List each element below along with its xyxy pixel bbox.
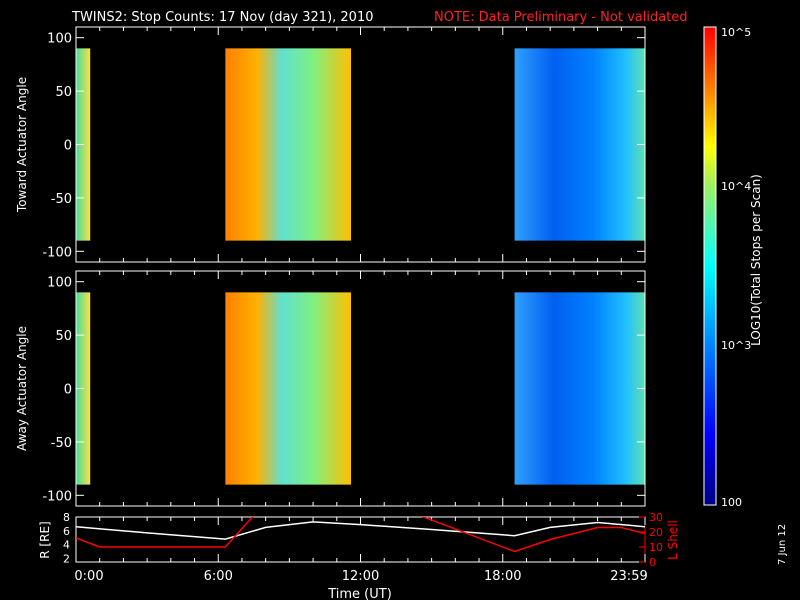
y-axis-label: Away Actuator Angle bbox=[15, 326, 29, 451]
y-tick-label: 0 bbox=[64, 383, 72, 398]
y-tick-label: 50 bbox=[55, 329, 72, 344]
x-tick-label: 18:00 bbox=[484, 569, 521, 584]
l-shell-axis-label: L Shell bbox=[666, 520, 680, 560]
r-tick-label: 6 bbox=[63, 525, 70, 538]
y-tick-label: -50 bbox=[51, 436, 72, 451]
l-tick-label: 10 bbox=[649, 541, 663, 554]
x-tick-label: 23:59 bbox=[610, 569, 647, 584]
colorbar-tick-label: 10^5 bbox=[721, 26, 751, 39]
colorbar-label: LOG10(Total Stops per Scan) bbox=[749, 174, 763, 346]
x-axis-label: Time (UT) bbox=[327, 587, 392, 600]
l-tick-label: 30 bbox=[649, 511, 663, 524]
x-tick-label: 0:00 bbox=[74, 569, 103, 584]
x-tick-label: 6:00 bbox=[204, 569, 233, 584]
y-tick-label: -100 bbox=[42, 245, 72, 260]
preliminary-note: NOTE: Data Preliminary - Not validated bbox=[434, 10, 688, 25]
colorbar-tick-label: 100 bbox=[721, 496, 742, 509]
data-block-1 bbox=[225, 48, 352, 241]
y-tick-label: 0 bbox=[64, 139, 72, 154]
data-block-2 bbox=[514, 292, 645, 485]
y-tick-label: -100 bbox=[42, 489, 72, 504]
colorbar-tick-label: 10^3 bbox=[721, 339, 751, 352]
date-stamp: 7 Jun 12 bbox=[777, 524, 788, 565]
r-tick-label: 8 bbox=[63, 511, 70, 524]
l-shell-line bbox=[76, 517, 645, 553]
colorbar bbox=[703, 26, 717, 506]
plot-title: TWINS2: Stop Counts: 17 Nov (day 321), 2… bbox=[71, 10, 374, 25]
r-tick-label: 2 bbox=[63, 553, 70, 566]
data-block-2 bbox=[514, 48, 645, 241]
l-tick-label: 0 bbox=[649, 556, 656, 569]
r-axis-label: R [RE] bbox=[38, 521, 52, 558]
y-axis-label: Toward Actuator Angle bbox=[15, 77, 29, 213]
y-tick-label: 50 bbox=[55, 85, 72, 100]
y-tick-label: 100 bbox=[47, 276, 72, 291]
r-tick-label: 4 bbox=[63, 539, 70, 552]
r-line bbox=[76, 521, 645, 540]
x-tick-label: 12:00 bbox=[342, 569, 379, 584]
data-block-1 bbox=[225, 292, 352, 485]
y-tick-label: -50 bbox=[51, 192, 72, 207]
l-tick-label: 20 bbox=[649, 526, 663, 539]
y-tick-label: 100 bbox=[47, 32, 72, 47]
colorbar-tick-label: 10^4 bbox=[721, 180, 751, 193]
